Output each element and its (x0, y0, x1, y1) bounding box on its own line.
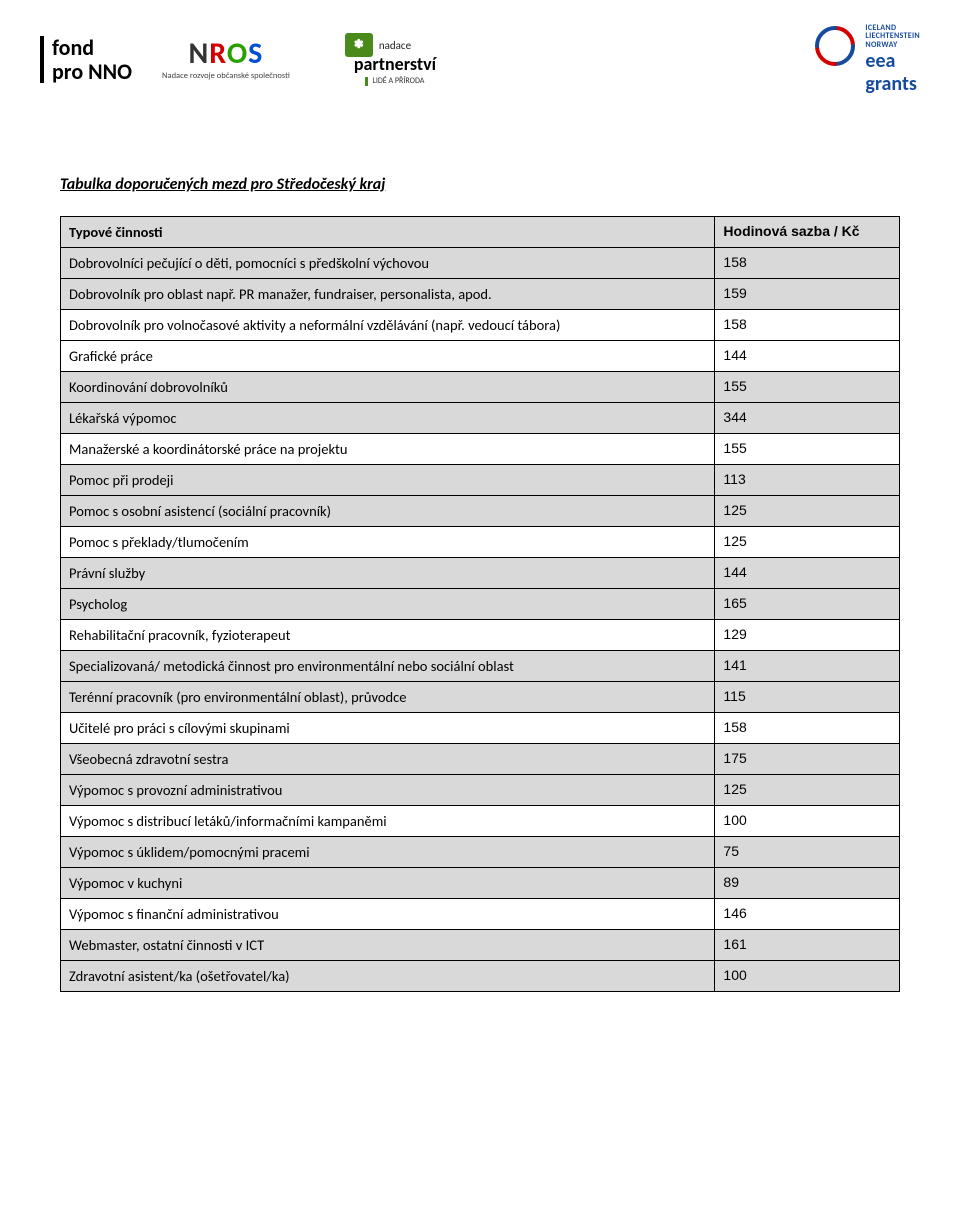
table-row: Lékařská výpomoc344 (61, 403, 900, 434)
table-row: Dobrovolník pro oblast např. PR manažer,… (61, 279, 900, 310)
table-row: Zdravotní asistent/ka (ošetřovatel/ka)10… (61, 961, 900, 992)
table-row: Koordinování dobrovolníků155 (61, 372, 900, 403)
table-cell-activity: Učitelé pro práci s cílovými skupinami (61, 713, 715, 744)
table-cell-activity: Koordinování dobrovolníků (61, 372, 715, 403)
table-row: Všeobecná zdravotní sestra175 (61, 744, 900, 775)
table-cell-activity: Výpomoc s distribucí letáků/informačními… (61, 806, 715, 837)
eea-big2: grants (865, 74, 920, 95)
table-cell-activity: Výpomoc v kuchyni (61, 868, 715, 899)
table-row: Pomoc s překlady/tlumočením125 (61, 527, 900, 558)
table-cell-rate: 115 (715, 682, 900, 713)
table-cell-activity: Výpomoc s úklidem/pomocnými pracemi (61, 837, 715, 868)
logo-fond-pro-nno: fond pro NNO (40, 36, 132, 82)
table-cell-rate: 158 (715, 713, 900, 744)
logo-nros-subtitle: Nadace rozvoje občanské společnosti (162, 72, 290, 81)
table-row: Dobrovolník pro volnočasové aktivity a n… (61, 310, 900, 341)
table-cell-rate: 75 (715, 837, 900, 868)
table-row: Pomoc s osobní asistencí (sociální praco… (61, 496, 900, 527)
table-cell-activity: Specializovaná/ metodická činnost pro en… (61, 651, 715, 682)
table-row: Výpomoc s finanční administrativou146 (61, 899, 900, 930)
table-cell-rate: 125 (715, 775, 900, 806)
table-cell-activity: Grafické práce (61, 341, 715, 372)
table-cell-activity: Pomoc s překlady/tlumočením (61, 527, 715, 558)
table-cell-rate: 344 (715, 403, 900, 434)
table-cell-activity: Dobrovolníci pečující o děti, pomocníci … (61, 248, 715, 279)
header-logos: fond pro NNO NROS Nadace rozvoje občansk… (0, 0, 960, 115)
table-row: Manažerské a koordinátorské práce na pro… (61, 434, 900, 465)
logo-eea-grants: ICELAND LIECHTENSTEIN NORWAY eea grants (813, 24, 920, 95)
table-cell-activity: Lékařská výpomoc (61, 403, 715, 434)
table-cell-rate: 125 (715, 496, 900, 527)
table-header-rate: Hodinová sazba / Kč (715, 217, 900, 248)
table-cell-activity: Zdravotní asistent/ka (ošetřovatel/ka) (61, 961, 715, 992)
logo-nros: NROS Nadace rozvoje občanské společnosti (162, 39, 290, 81)
logo-part-top: nadace (379, 40, 411, 52)
table-cell-rate: 144 (715, 341, 900, 372)
table-cell-rate: 125 (715, 527, 900, 558)
table-cell-activity: Manažerské a koordinátorské práce na pro… (61, 434, 715, 465)
table-body: Dobrovolníci pečující o děti, pomocníci … (61, 248, 900, 992)
logo-part-sub: LIDÉ A PŘÍRODA (365, 77, 424, 85)
document-title: Tabulka doporučených mezd pro Středočesk… (60, 175, 900, 194)
logo-fond-line1: fond (52, 36, 132, 59)
table-row: Specializovaná/ metodická činnost pro en… (61, 651, 900, 682)
table-cell-rate: 141 (715, 651, 900, 682)
table-row: Webmaster, ostatní činnosti v ICT161 (61, 930, 900, 961)
table-row: Terénní pracovník (pro environmentální o… (61, 682, 900, 713)
table-row: Výpomoc v kuchyni89 (61, 868, 900, 899)
table-row: Rehabilitační pracovník, fyzioterapeut12… (61, 620, 900, 651)
table-cell-activity: Rehabilitační pracovník, fyzioterapeut (61, 620, 715, 651)
table-cell-activity: Výpomoc s provozní administrativou (61, 775, 715, 806)
table-cell-rate: 129 (715, 620, 900, 651)
table-cell-rate: 159 (715, 279, 900, 310)
table-row: Výpomoc s úklidem/pomocnými pracemi75 (61, 837, 900, 868)
table-cell-rate: 158 (715, 310, 900, 341)
logo-nadace-partnerstvi: ✽ nadace partnerství LIDÉ A PŘÍRODA (320, 33, 436, 85)
table-cell-activity: Pomoc při prodeji (61, 465, 715, 496)
table-cell-rate: 100 (715, 961, 900, 992)
logo-part-main: partnerství (354, 55, 436, 74)
table-cell-rate: 146 (715, 899, 900, 930)
table-cell-activity: Všeobecná zdravotní sestra (61, 744, 715, 775)
table-row: Učitelé pro práci s cílovými skupinami15… (61, 713, 900, 744)
table-cell-rate: 155 (715, 372, 900, 403)
table-cell-rate: 158 (715, 248, 900, 279)
table-row: Psycholog165 (61, 589, 900, 620)
eea-country3: NORWAY (865, 41, 920, 49)
table-cell-rate: 165 (715, 589, 900, 620)
logo-fond-line2: pro NNO (52, 60, 132, 83)
table-row: Výpomoc s distribucí letáků/informačními… (61, 806, 900, 837)
logo-nros-text: NROS (189, 39, 264, 69)
wage-table: Typové činnosti Hodinová sazba / Kč Dobr… (60, 216, 900, 992)
table-row: Pomoc při prodeji113 (61, 465, 900, 496)
eea-big1: eea (865, 51, 920, 72)
table-cell-activity: Psycholog (61, 589, 715, 620)
table-cell-activity: Pomoc s osobní asistencí (sociální praco… (61, 496, 715, 527)
table-cell-rate: 161 (715, 930, 900, 961)
table-row: Výpomoc s provozní administrativou125 (61, 775, 900, 806)
table-cell-rate: 89 (715, 868, 900, 899)
table-row: Právní služby144 (61, 558, 900, 589)
table-cell-activity: Webmaster, ostatní činnosti v ICT (61, 930, 715, 961)
table-row: Grafické práce144 (61, 341, 900, 372)
table-cell-activity: Právní služby (61, 558, 715, 589)
table-cell-activity: Dobrovolník pro oblast např. PR manažer,… (61, 279, 715, 310)
table-row: Dobrovolníci pečující o děti, pomocníci … (61, 248, 900, 279)
table-cell-rate: 113 (715, 465, 900, 496)
eea-swirl-icon (813, 24, 857, 68)
table-cell-activity: Dobrovolník pro volnočasové aktivity a n… (61, 310, 715, 341)
table-cell-rate: 175 (715, 744, 900, 775)
document-content: Tabulka doporučených mezd pro Středočesk… (0, 115, 960, 1032)
table-cell-rate: 155 (715, 434, 900, 465)
table-header-activity: Typové činnosti (61, 217, 715, 248)
table-cell-activity: Terénní pracovník (pro environmentální o… (61, 682, 715, 713)
table-cell-activity: Výpomoc s finanční administrativou (61, 899, 715, 930)
table-cell-rate: 144 (715, 558, 900, 589)
table-cell-rate: 100 (715, 806, 900, 837)
